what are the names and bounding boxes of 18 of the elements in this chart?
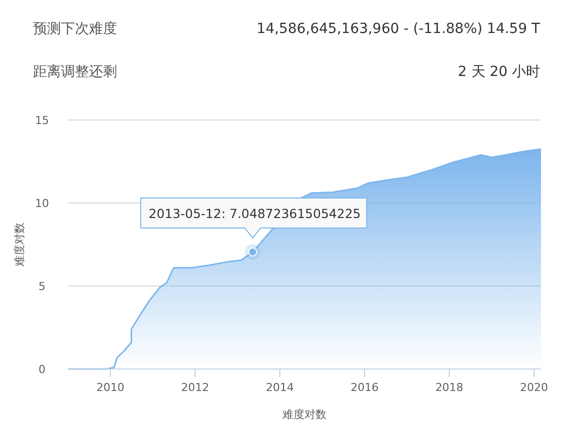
x-tick-label: 2010 xyxy=(96,381,124,394)
annotation: 2013-05-12: 7.048723615054225 xyxy=(148,206,361,221)
y-tick-label: 5 xyxy=(38,280,46,293)
x-tick-label: 2020 xyxy=(520,381,548,394)
x-tick-label: 2014 xyxy=(266,381,294,394)
y-tick-label: 0 xyxy=(38,363,46,376)
text: 14,586,645,163,960 - (-11.88%) 14.59 T xyxy=(256,21,540,37)
y-tick-label: 10 xyxy=(35,197,49,210)
x-tick-label: 2016 xyxy=(350,381,379,394)
y-axis-title: 难度对数 xyxy=(13,222,26,266)
tooltip: 2013-05-12: 7.048723615054225 xyxy=(140,198,368,239)
text: 距离调整还剩 xyxy=(33,64,117,80)
text: 预测下次难度 xyxy=(33,21,117,37)
x-axis-title: 难度对数 xyxy=(282,408,326,421)
x-tick-label: 2018 xyxy=(435,381,464,394)
x-tick-label: 2012 xyxy=(181,381,210,394)
text: 2 天 20 小时 xyxy=(458,64,540,80)
y-tick-label: 15 xyxy=(35,114,49,127)
